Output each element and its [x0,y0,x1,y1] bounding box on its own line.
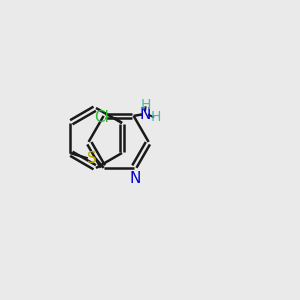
Text: H: H [140,98,151,112]
Text: H: H [150,110,161,124]
Text: N: N [129,171,141,186]
Text: S: S [87,151,97,166]
Text: N: N [139,107,151,122]
Text: Cl: Cl [94,110,109,125]
